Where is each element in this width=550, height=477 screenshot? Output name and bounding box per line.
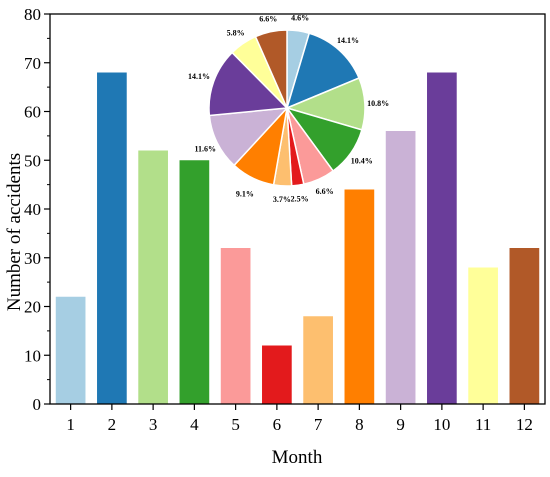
pie-slice-label: 14.1% (337, 36, 359, 45)
bar-month-12 (509, 248, 540, 404)
x-tick-label: 9 (396, 415, 405, 434)
x-tick-label: 3 (149, 415, 158, 434)
pie-slice-label: 5.8% (227, 29, 245, 38)
y-axis-title: Number of accidents (4, 153, 25, 311)
pie-slice-label: 14.1% (188, 72, 210, 81)
bar-month-11 (468, 267, 498, 404)
bar-month-6 (262, 345, 292, 404)
pie-slice-label: 11.6% (194, 145, 216, 154)
x-tick-label: 8 (355, 415, 364, 434)
x-tick-label: 5 (231, 415, 240, 434)
pie-inset: 4.6% 14.1% 10.8% 10.4% 6.6% 2.5%3.7% 9.1% 11.6%… (188, 14, 389, 204)
bar-month-9 (385, 131, 416, 404)
bar-month-10 (427, 72, 457, 404)
y-tick-label: 30 (24, 249, 41, 268)
y-tick-label: 60 (24, 103, 41, 122)
bar-month-8 (344, 189, 375, 404)
y-tick-label: 10 (24, 346, 41, 365)
y-tick-label: 70 (24, 54, 41, 73)
y-tick-label: 0 (33, 395, 42, 414)
pie-slice-label: 10.8% (367, 99, 389, 108)
pie-slice-month-10 (208, 51, 289, 117)
x-tick-label: 7 (314, 415, 323, 434)
bars-layer (55, 72, 540, 404)
y-tick-label: 40 (24, 200, 41, 219)
x-tick-label: 2 (108, 415, 117, 434)
x-axis-title: Month (272, 447, 323, 468)
pie-slice-label: 4.6% (291, 14, 309, 23)
pie-slice-label: 9.1% (236, 189, 254, 198)
x-tick-label: 4 (190, 415, 199, 434)
x-tick-label: 6 (273, 415, 282, 434)
bar-month-4 (179, 160, 210, 404)
pie-slice-label: 6.6% (259, 15, 277, 24)
x-tick-label: 11 (475, 415, 491, 434)
bar-month-3 (138, 150, 168, 404)
pie-slice-month-2 (285, 32, 360, 110)
pie-slice-label: 6.6% (316, 187, 334, 196)
x-tick-label: 10 (433, 415, 450, 434)
pie-slice-label: 3.7% (273, 195, 291, 204)
bar-month-1 (55, 296, 86, 404)
pie-slice-label: 10.4% (351, 156, 373, 165)
y-tick-label: 50 (24, 151, 41, 170)
y-tick-label: 20 (24, 298, 41, 317)
pie-slice-month-12 (254, 29, 288, 109)
bar-month-2 (97, 72, 127, 404)
bar-month-7 (303, 316, 333, 404)
pie-slice-label: 2.5% (291, 194, 309, 203)
bar-month-5 (220, 248, 251, 404)
y-tick-label: 80 (24, 5, 41, 24)
x-tick-label: 12 (516, 415, 533, 434)
x-tick-label: 1 (66, 415, 75, 434)
